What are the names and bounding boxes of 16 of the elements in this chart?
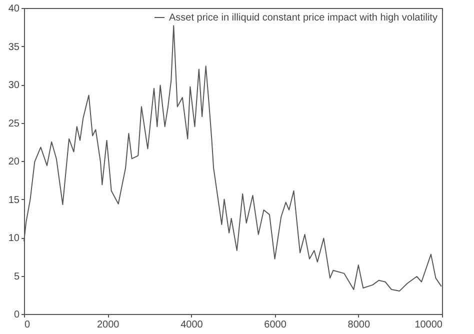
y-tick-label: 30 (8, 80, 20, 91)
x-tick-label: 2000 (96, 320, 120, 330)
y-tick-label: 35 (8, 42, 20, 53)
x-tick-label: 8000 (348, 320, 370, 330)
y-tick-label: 10 (8, 233, 20, 244)
y-tick-label: 40 (8, 4, 20, 14)
x-tick-label: 0 (24, 320, 30, 330)
y-tick-label: 25 (8, 118, 20, 130)
y-tick-label: 0 (14, 310, 20, 320)
y-tick-label: 20 (8, 156, 20, 168)
legend-label: Asset price in illiquid constant price impact with high volatility (169, 12, 438, 24)
x-tick-label: 6000 (264, 320, 287, 330)
y-tick-label: 15 (8, 194, 20, 206)
x-tick-label: 10000 (414, 320, 443, 330)
y-tick-label: 5 (14, 271, 20, 282)
x-tick-label: 4000 (180, 320, 204, 330)
